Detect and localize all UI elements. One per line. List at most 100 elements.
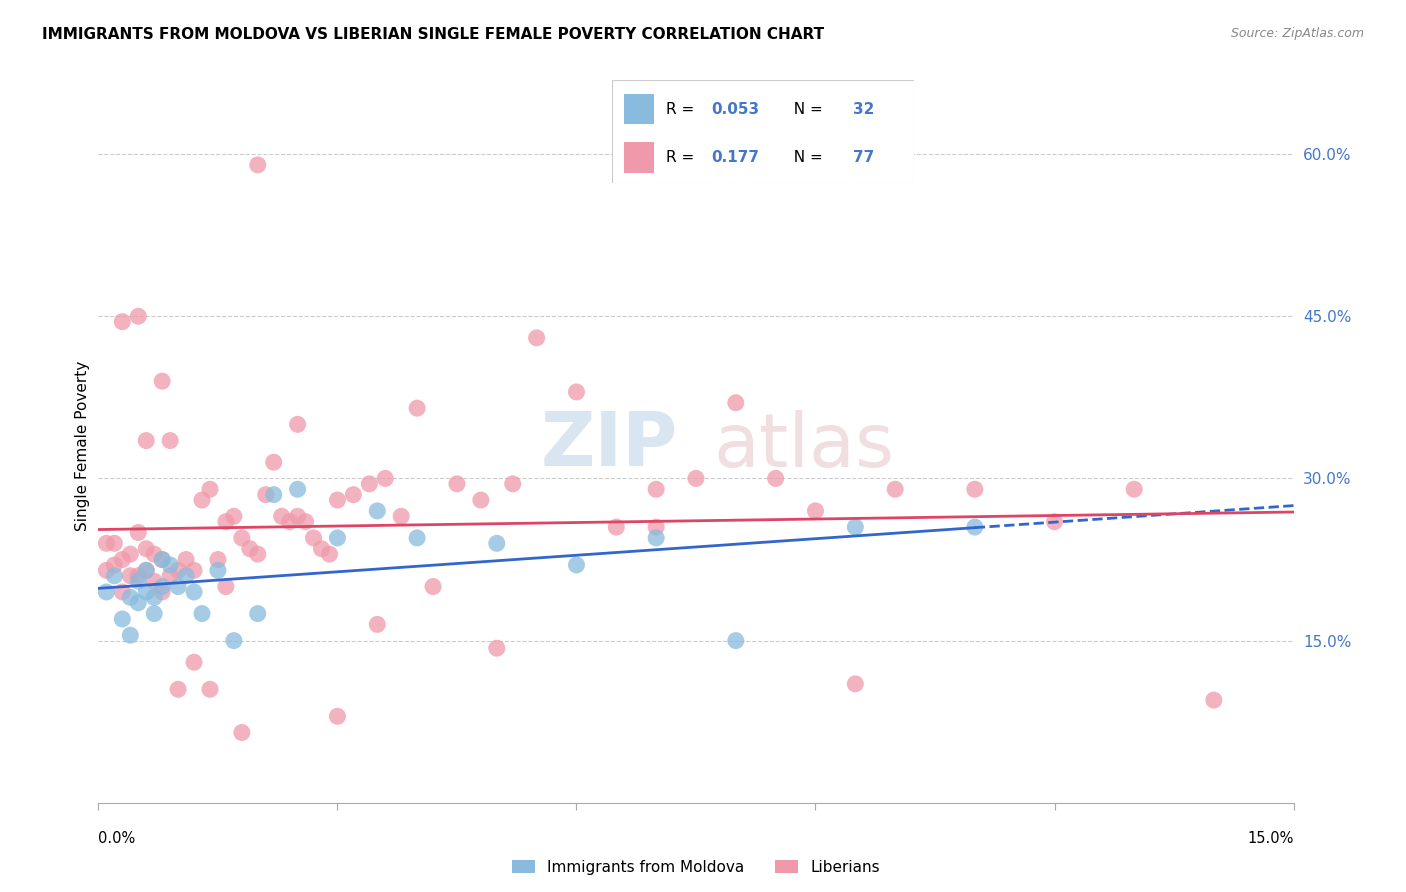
Point — [366, 504, 388, 518]
Point — [605, 520, 627, 534]
Point — [135, 585, 157, 599]
Point — [150, 585, 173, 599]
Point — [270, 509, 292, 524]
Point — [111, 612, 134, 626]
Point — [374, 471, 396, 485]
Point — [183, 563, 205, 577]
Point — [326, 493, 349, 508]
Text: Source: ZipAtlas.com: Source: ZipAtlas.com — [1230, 27, 1364, 40]
Point — [120, 628, 142, 642]
Text: atlas: atlas — [714, 409, 894, 483]
Point — [167, 682, 190, 697]
Point — [685, 471, 707, 485]
Point — [127, 574, 149, 589]
Point — [127, 568, 149, 582]
Point — [103, 558, 125, 572]
Point — [150, 580, 173, 594]
Point — [198, 682, 221, 697]
Point — [765, 471, 787, 485]
Point — [174, 568, 197, 582]
Point — [96, 563, 118, 577]
Point — [645, 482, 668, 496]
Point — [263, 488, 285, 502]
Point — [96, 536, 118, 550]
Point — [366, 617, 388, 632]
Point — [143, 591, 166, 605]
Point — [215, 580, 238, 594]
Point — [111, 552, 134, 566]
Point — [135, 563, 157, 577]
Point — [287, 509, 309, 524]
Text: 77: 77 — [853, 150, 875, 165]
Point — [111, 585, 134, 599]
Point — [183, 655, 205, 669]
Bar — [624, 94, 654, 124]
Point — [645, 531, 668, 545]
Point — [294, 515, 316, 529]
Point — [485, 641, 508, 656]
Point — [287, 417, 309, 432]
Point — [326, 531, 349, 545]
Point — [103, 536, 125, 550]
Point — [406, 401, 429, 416]
Point — [135, 563, 157, 577]
Y-axis label: Single Female Poverty: Single Female Poverty — [75, 361, 90, 531]
Point — [159, 558, 181, 572]
Point — [565, 558, 588, 572]
Text: R =: R = — [666, 102, 699, 117]
Point — [263, 455, 285, 469]
Point — [724, 633, 747, 648]
Point — [1043, 515, 1066, 529]
Point — [844, 520, 866, 534]
Point — [326, 709, 349, 723]
Point — [120, 591, 142, 605]
Point — [167, 580, 190, 594]
Text: R =: R = — [666, 150, 704, 165]
Point — [150, 552, 173, 566]
Point — [127, 310, 149, 324]
Point — [422, 580, 444, 594]
Point — [246, 607, 269, 621]
Point — [246, 547, 269, 561]
Point — [167, 563, 190, 577]
Point — [884, 482, 907, 496]
Point — [191, 607, 214, 621]
Point — [287, 482, 309, 496]
Point — [446, 476, 468, 491]
Text: N =: N = — [785, 150, 828, 165]
Text: 32: 32 — [853, 102, 875, 117]
Point — [150, 552, 173, 566]
Legend: Immigrants from Moldova, Liberians: Immigrants from Moldova, Liberians — [506, 854, 886, 880]
Point — [135, 541, 157, 556]
Point — [302, 531, 325, 545]
Text: 0.177: 0.177 — [711, 150, 759, 165]
Point — [470, 493, 492, 508]
Point — [207, 552, 229, 566]
Point — [246, 158, 269, 172]
Point — [231, 725, 253, 739]
Point — [389, 509, 412, 524]
Point — [645, 520, 668, 534]
Text: N =: N = — [785, 102, 828, 117]
Point — [318, 547, 340, 561]
Point — [111, 315, 134, 329]
Point — [222, 633, 245, 648]
Point — [254, 488, 277, 502]
Point — [96, 585, 118, 599]
Point — [135, 434, 157, 448]
Point — [183, 585, 205, 599]
Text: 0.0%: 0.0% — [98, 831, 135, 847]
Point — [215, 515, 238, 529]
Point — [565, 384, 588, 399]
Point — [127, 525, 149, 540]
Point — [120, 547, 142, 561]
Point — [485, 536, 508, 550]
Point — [143, 547, 166, 561]
Text: ZIP: ZIP — [541, 409, 678, 483]
Point — [150, 374, 173, 388]
Text: 0.053: 0.053 — [711, 102, 759, 117]
Point — [311, 541, 333, 556]
Point — [526, 331, 548, 345]
Point — [103, 568, 125, 582]
Point — [198, 482, 221, 496]
